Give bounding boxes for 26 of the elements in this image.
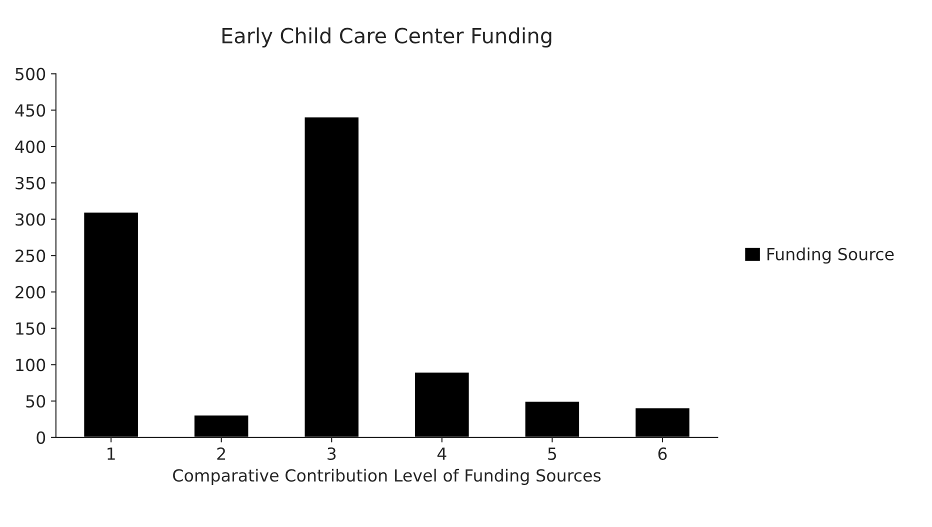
bar: [303, 116, 360, 438]
x-axis-title: Comparative Contribution Level of Funding Sources: [173, 468, 601, 485]
bar: [193, 414, 250, 438]
chart-title: Early Child Care Center Funding: [222, 27, 552, 48]
x-tick-label: 6: [658, 447, 667, 460]
legend-label: Funding Source: [768, 248, 894, 264]
x-tick-label: 4: [437, 448, 446, 460]
y-tick-label: 50: [26, 395, 46, 408]
y-tick-label: 200: [16, 286, 46, 299]
x-tick-label: 1: [108, 448, 115, 460]
y-tick-label: 450: [15, 104, 46, 117]
bar: [634, 406, 691, 438]
y-tick-label: 150: [16, 322, 46, 335]
y-tick-label: 500: [16, 68, 46, 80]
y-tick-label: 300: [16, 213, 46, 226]
y-tick-label: 100: [16, 358, 46, 372]
bar: [524, 400, 580, 438]
bar: [414, 371, 470, 438]
y-tick-label: 350: [16, 176, 46, 190]
y-tick-label: 400: [15, 140, 46, 154]
x-tick-label: 3: [328, 447, 336, 460]
x-tick-label: 5: [548, 448, 556, 460]
x-tick-label: 2: [217, 447, 225, 460]
bar: [82, 211, 140, 438]
y-tick-label: 0: [36, 431, 46, 444]
y-tick-label: 250: [16, 250, 46, 262]
